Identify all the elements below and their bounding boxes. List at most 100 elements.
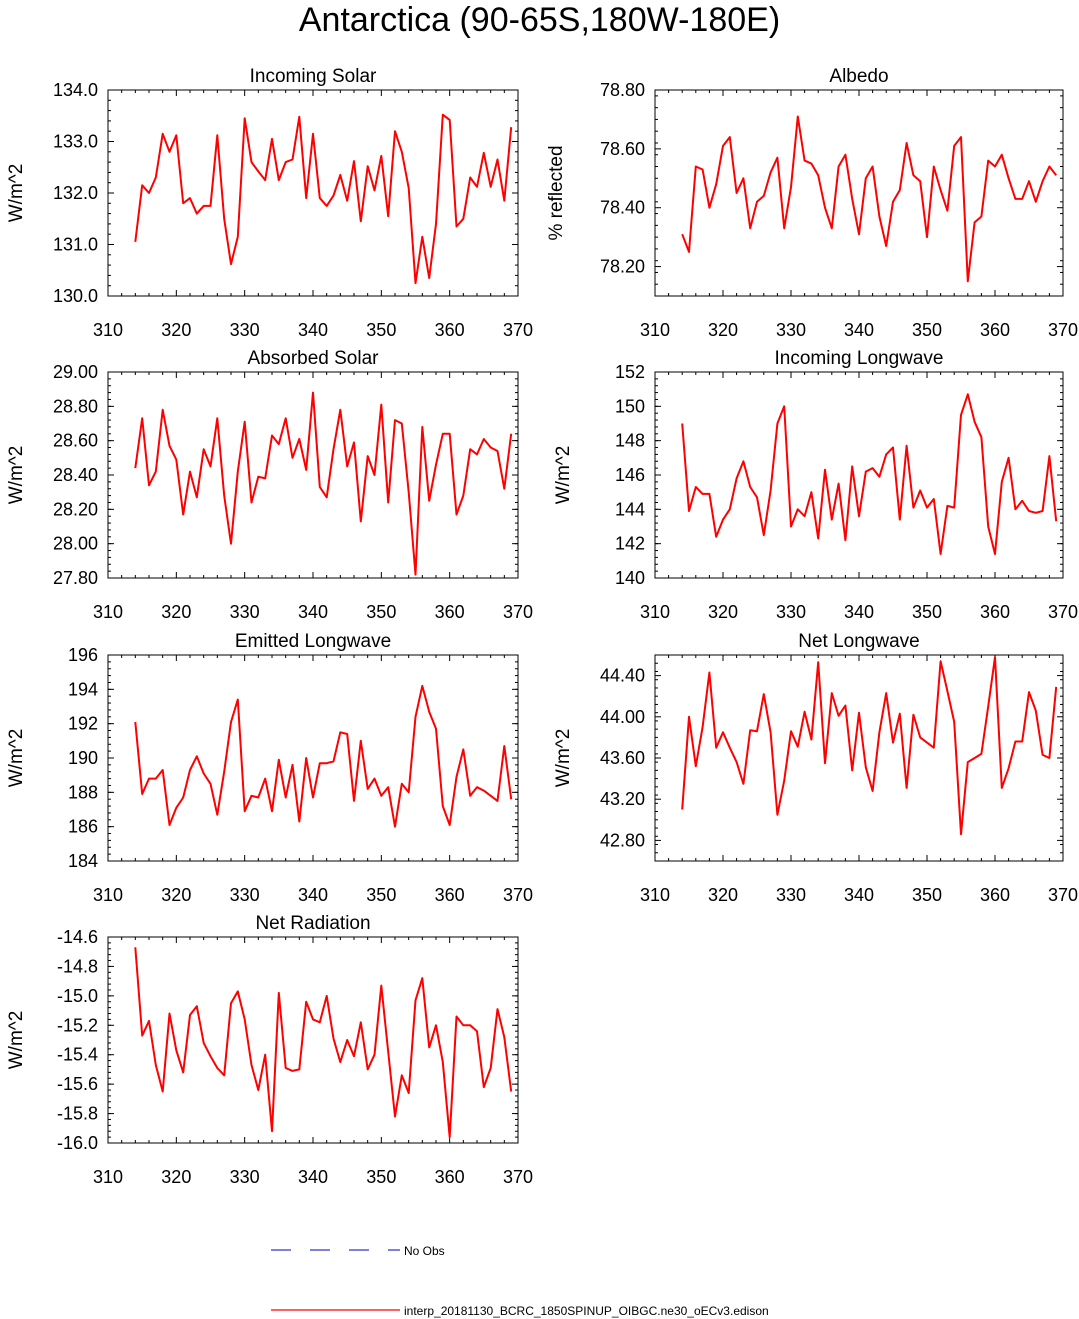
x-tick-label: 370 xyxy=(503,602,533,622)
y-tick-label: 134.0 xyxy=(53,80,98,100)
y-tick-label: 148 xyxy=(615,431,645,451)
x-tick-label: 370 xyxy=(1048,320,1078,340)
y-tick-label: 28.40 xyxy=(53,465,98,485)
x-tick-label: 310 xyxy=(640,320,670,340)
x-tick-label: 370 xyxy=(503,1167,533,1187)
series-line xyxy=(681,393,1058,555)
y-tick-label: 43.20 xyxy=(600,789,645,809)
y-axis-label: W/m^2 xyxy=(6,1011,27,1070)
plot-frame xyxy=(107,89,519,297)
x-tick-label: 350 xyxy=(366,1167,396,1187)
x-tick-label: 360 xyxy=(435,885,465,905)
y-tick-label: 78.80 xyxy=(600,80,645,100)
y-tick-label: 28.80 xyxy=(53,396,98,416)
y-tick-label: 184 xyxy=(68,851,98,871)
y-tick-label: 43.60 xyxy=(600,748,645,768)
x-tick-label: 370 xyxy=(1048,602,1078,622)
y-tick-label: -15.2 xyxy=(57,1015,98,1035)
x-tick-label: 320 xyxy=(708,885,738,905)
x-tick-label: 310 xyxy=(93,1167,123,1187)
y-tick-label: 188 xyxy=(68,782,98,802)
x-tick-label: 310 xyxy=(93,885,123,905)
y-tick-label: 78.60 xyxy=(600,139,645,159)
series-line xyxy=(134,947,513,1139)
x-tick-label: 330 xyxy=(230,602,260,622)
figure-title: Antarctica (90-65S,180W-180E) xyxy=(298,1,781,39)
x-tick-label: 340 xyxy=(298,320,328,340)
x-tick-label: 330 xyxy=(230,885,260,905)
x-tick-label: 350 xyxy=(366,885,396,905)
panel-net-longwave: Net Longwave W/m^2 310 320 330 340 350 360 370 42… xyxy=(553,631,1078,905)
y-tick-label: 194 xyxy=(68,679,98,699)
y-axis-label: W/m^2 xyxy=(6,729,27,788)
x-tick-label: 320 xyxy=(161,1167,191,1187)
x-tick-label: 330 xyxy=(776,885,806,905)
y-tick-label: 27.80 xyxy=(53,568,98,588)
plot-frame xyxy=(654,654,1064,862)
panel-emitted-longwave: Emitted Longwave W/m^2 310 320 330 340 350 360 3… xyxy=(6,631,533,905)
x-tick-label: 340 xyxy=(298,885,328,905)
panel-absorbed-solar: Absorbed Solar W/m^2 310 320 330 340 350 360 370… xyxy=(6,348,533,622)
x-tick-label: 330 xyxy=(776,320,806,340)
panel-title: Net Radiation xyxy=(255,913,370,934)
x-tick-label: 360 xyxy=(435,1167,465,1187)
x-tick-label: 370 xyxy=(503,320,533,340)
legend-model-label: interp_20181130_BCRC_1850SPINUP_OIBGC.ne… xyxy=(404,1304,769,1318)
y-tick-label: -15.4 xyxy=(57,1045,98,1065)
y-tick-label: 28.00 xyxy=(53,534,98,554)
series-line xyxy=(681,656,1058,836)
y-tick-label: -14.8 xyxy=(57,956,98,976)
y-tick-label: 44.40 xyxy=(600,666,645,686)
x-tick-label: 350 xyxy=(366,602,396,622)
panel-title: Incoming Longwave xyxy=(775,348,944,369)
y-tick-label: -16.0 xyxy=(57,1133,98,1153)
y-axis-label: W/m^2 xyxy=(6,164,27,223)
x-tick-label: 360 xyxy=(980,320,1010,340)
y-tick-label: -15.0 xyxy=(57,986,98,1006)
y-tick-label: 132.0 xyxy=(53,183,98,203)
x-tick-label: 320 xyxy=(708,320,738,340)
plot-frame xyxy=(654,371,1064,579)
y-tick-label: 28.20 xyxy=(53,499,98,519)
y-tick-label: 29.00 xyxy=(53,362,98,382)
y-tick-label: 192 xyxy=(68,714,98,734)
y-tick-label: 142 xyxy=(615,534,645,554)
x-tick-label: 330 xyxy=(230,320,260,340)
x-tick-label: 340 xyxy=(844,602,874,622)
y-tick-label: 78.40 xyxy=(600,198,645,218)
y-tick-label: 42.80 xyxy=(600,830,645,850)
x-tick-label: 360 xyxy=(435,602,465,622)
series-line xyxy=(681,115,1057,283)
series-line xyxy=(134,684,513,828)
x-tick-label: 310 xyxy=(640,602,670,622)
y-axis-label: W/m^2 xyxy=(553,729,574,788)
x-tick-label: 350 xyxy=(912,602,942,622)
y-tick-label: 28.60 xyxy=(53,431,98,451)
y-tick-label: -15.6 xyxy=(57,1074,98,1094)
panel-incoming-solar: Incoming Solar W/m^2 310 320 330 340 350 360 370… xyxy=(6,66,533,340)
x-tick-label: 360 xyxy=(980,885,1010,905)
panel-incoming-longwave: Incoming Longwave W/m^2 310 320 330 340 350 360… xyxy=(553,348,1078,622)
y-tick-label: 196 xyxy=(68,645,98,665)
x-tick-label: 330 xyxy=(230,1167,260,1187)
plot-frame xyxy=(107,936,519,1144)
x-tick-label: 320 xyxy=(161,320,191,340)
x-tick-label: 320 xyxy=(161,885,191,905)
x-tick-label: 330 xyxy=(776,602,806,622)
x-tick-label: 310 xyxy=(640,885,670,905)
panel-title: Net Longwave xyxy=(798,631,919,652)
x-tick-label: 370 xyxy=(1048,885,1078,905)
panel-albedo: Albedo % reflected 310 320 330 340 350 360 370 78… xyxy=(546,66,1078,340)
x-tick-label: 310 xyxy=(93,320,123,340)
panel-net-radiation: Net Radiation W/m^2 310 320 330 340 350 360 370 -… xyxy=(6,913,533,1187)
y-tick-label: 186 xyxy=(68,817,98,837)
x-tick-label: 340 xyxy=(844,320,874,340)
y-axis-label: W/m^2 xyxy=(553,446,574,505)
y-tick-label: 152 xyxy=(615,362,645,382)
series-line xyxy=(134,113,513,285)
y-tick-label: 190 xyxy=(68,748,98,768)
x-tick-label: 360 xyxy=(435,320,465,340)
plot-frame xyxy=(107,654,519,862)
y-tick-label: -14.6 xyxy=(57,927,98,947)
